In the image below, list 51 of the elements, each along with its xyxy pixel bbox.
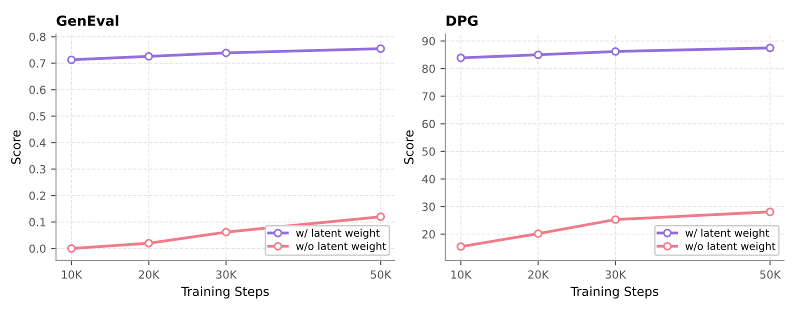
y-tick-label: 40: [422, 174, 435, 184]
y-tick-label: 80: [422, 64, 435, 73]
y-tick-label: 0.6: [29, 86, 46, 94]
point: [222, 48, 230, 58]
point: [376, 212, 385, 222]
point: [534, 229, 542, 238]
y-tick-label: 60: [422, 120, 435, 128]
legend-label: w/ latent weight: [686, 228, 770, 239]
y-axis-title: Score: [11, 130, 21, 164]
y-tick-label: 70: [422, 92, 435, 101]
legend-label: w/o latent weight: [296, 242, 386, 252]
point: [456, 54, 466, 62]
point: [766, 44, 774, 52]
x-tick-label: 30K: [606, 270, 626, 279]
point: [611, 215, 620, 224]
x-tick-label: 10K: [62, 270, 82, 279]
y-tick-label: 0.3: [29, 165, 46, 174]
point: [144, 238, 154, 248]
y-tick-label: 0.4: [29, 138, 46, 147]
x-tick-label: 50K: [760, 270, 782, 279]
point: [766, 208, 774, 216]
y-tick-label: 30: [422, 202, 435, 211]
x-tick-label: 20K: [528, 270, 550, 279]
y-tick-label: 0.1: [29, 218, 46, 226]
point: [67, 55, 76, 64]
chart-title: GenEval: [56, 15, 118, 26]
x-axis-title: Training Steps: [570, 286, 658, 299]
y-tick-label: 0.2: [29, 192, 46, 200]
point: [534, 50, 542, 60]
point: [456, 242, 466, 251]
y-tick-label: 50: [422, 147, 435, 156]
point: [222, 228, 230, 236]
chart-title: DPG: [446, 15, 478, 26]
legend-label: w/o latent weight: [686, 242, 776, 252]
point: [144, 52, 154, 61]
point: [67, 244, 76, 253]
y-tick-label: 0.7: [29, 59, 46, 68]
y-tick-label: 90: [422, 36, 435, 46]
legend-label: w/ latent weight: [296, 228, 380, 239]
point: [611, 47, 620, 56]
y-tick-label: 0.0: [29, 244, 46, 253]
y-tick-label: 20: [422, 230, 435, 239]
y-axis-title: Score: [404, 130, 414, 164]
x-axis-title: Training Steps: [181, 286, 269, 299]
x-tick-label: 20K: [138, 270, 160, 279]
y-tick-label: 0.5: [29, 112, 46, 121]
point: [376, 44, 385, 53]
x-tick-label: 10K: [451, 270, 472, 279]
y-tick-label: 0.8: [29, 32, 46, 42]
x-tick-label: 30K: [216, 270, 238, 279]
x-tick-label: 50K: [370, 270, 392, 279]
